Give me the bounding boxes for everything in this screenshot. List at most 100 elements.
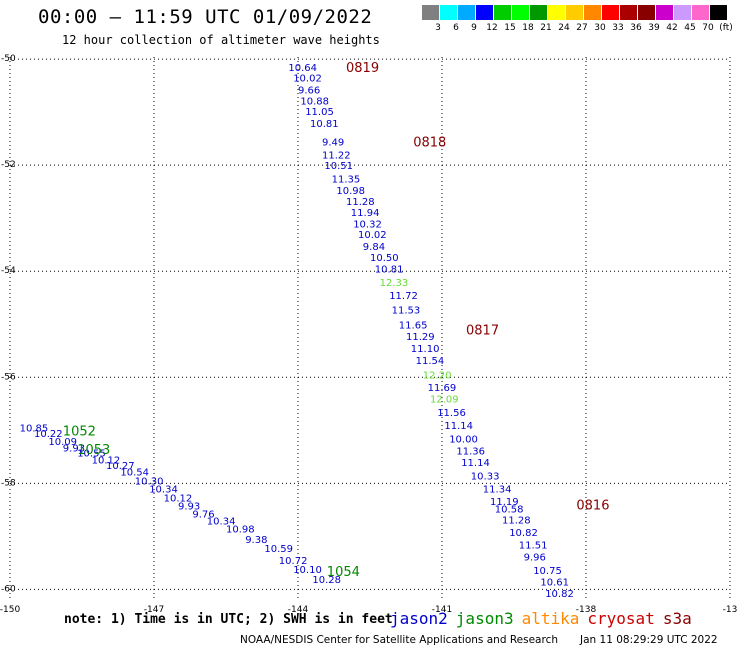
colorbar-label: 30: [594, 23, 606, 33]
colorbar-label: 15: [504, 23, 516, 33]
satellite-legend-item: altika: [521, 609, 580, 628]
track-time-label: 1054: [327, 565, 360, 580]
wave-height-point: 11.69: [428, 383, 457, 394]
axis-tick-labels: -150 -147 -144 -141 -138 -13 -50 -52 -54 -56 -58 -6…: [0, 54, 737, 615]
wave-height-point: 10.58: [495, 504, 524, 515]
wave-height-point: 10.98: [226, 524, 255, 535]
x-tick-label: -147: [144, 605, 164, 615]
colorbar-label: 42: [666, 23, 678, 33]
track-time-label: 0816: [576, 499, 609, 514]
track-time-label: 0818: [413, 135, 446, 150]
wave-height-point: 11.10: [411, 344, 440, 355]
y-tick-label: -52: [1, 160, 16, 170]
colorbar-label: 33: [612, 23, 624, 33]
colorbar-label: 45: [684, 23, 696, 33]
wave-height-point: 9.76: [192, 510, 214, 521]
colorbar-swatch: [602, 5, 619, 20]
wave-height-point: 11.14: [461, 458, 490, 469]
colorbar-swatch: [674, 5, 691, 20]
colorbar-label: 3: [435, 23, 441, 33]
grid-lines: [9, 57, 731, 600]
wave-height-point: 12.33: [380, 278, 409, 289]
satellite-legend-item: cryosat: [587, 609, 655, 628]
wave-height-point: 11.65: [399, 320, 428, 331]
wave-height-point: 11.19: [490, 497, 519, 508]
wave-height-point: 10.85: [20, 424, 49, 435]
wave-height-point: 10.28: [312, 575, 341, 586]
wave-height-point: 11.14: [444, 421, 473, 432]
wave-height-point: 9.49: [322, 137, 344, 148]
colorbar-swatch: [566, 5, 583, 20]
wave-height-point: 9.66: [298, 85, 320, 96]
x-tick-label: -144: [288, 605, 309, 615]
y-tick-label: -56: [1, 372, 16, 382]
wave-height-points: 10.6410.029.6610.8811.0510.819.4911.2210…: [20, 63, 574, 600]
wave-height-point: 10.88: [300, 96, 329, 107]
track-time-label: 0819: [346, 61, 379, 76]
wave-height-point: 10.98: [336, 186, 365, 197]
wave-height-point: 11.72: [389, 291, 418, 302]
wave-height-point: 10.32: [353, 220, 382, 231]
units-note: note: 1) Time is in UTC; 2) SWH is in fe…: [64, 612, 393, 627]
colorbar-label: 6: [453, 23, 459, 33]
wave-height-point: 10.09: [48, 437, 77, 448]
colorbar-swatch: [584, 5, 601, 20]
wave-height-point: 11.28: [502, 515, 531, 526]
wave-height-point: 10.82: [509, 528, 538, 539]
y-tick-label: -54: [1, 266, 16, 276]
colorbar-swatch: [656, 5, 673, 20]
wave-height-point: 10.22: [34, 429, 63, 440]
colorbar-swatch: [422, 5, 439, 20]
colorbar-swatch: [692, 5, 709, 20]
wave-height-point: 12.09: [430, 394, 459, 405]
wave-height-point: 10.34: [207, 516, 236, 527]
colorbar-label: 39: [648, 23, 660, 33]
satellite-legend-item: jason3: [455, 609, 514, 628]
track-time-label: 1052: [63, 424, 96, 439]
wave-height-point: 11.29: [406, 332, 435, 343]
wave-height-point: 11.53: [392, 305, 421, 316]
wave-height-point: 10.72: [279, 556, 308, 567]
wave-height-point: 11.56: [437, 408, 466, 419]
y-tick-label: -58: [1, 478, 16, 488]
track-time-label: 0817: [466, 324, 499, 339]
wave-height-point: 10.12: [164, 494, 193, 505]
colorbar-swatch: [494, 5, 511, 20]
wave-height-point: 11.94: [351, 208, 380, 219]
wave-height-point: 10.34: [149, 485, 178, 496]
x-tick-label: -13: [723, 605, 738, 615]
colorbar-swatch: [638, 5, 655, 20]
wave-height-point: 9.96: [524, 553, 546, 564]
wave-height-point: 11.51: [519, 540, 548, 551]
colorbar-swatch: [458, 5, 475, 20]
chart-subtitle: 12 hour collection of altimeter wave hei…: [62, 33, 380, 47]
colorbar-swatch: [548, 5, 565, 20]
satellite-legend: jason2 jason3 altika cryosat s3a: [390, 609, 700, 628]
wave-height-point: 11.54: [416, 356, 445, 367]
colorbar-label: (ft): [719, 23, 733, 33]
wave-height-point: 10.02: [358, 230, 387, 241]
colorbar-label: 18: [522, 23, 534, 33]
credit-text: NOAA/NESDIS Center for Satellite Applica…: [240, 634, 558, 646]
x-tick-label: -138: [576, 605, 597, 615]
x-tick-label: -150: [0, 605, 20, 615]
timestamp-text: Jan 11 08:29:29 UTC 2022: [580, 634, 718, 646]
wave-height-point: 10.02: [293, 74, 322, 85]
chart-title: 00:00 – 11:59 UTC 01/09/2022: [38, 6, 373, 28]
wave-height-point: 10.61: [540, 577, 569, 588]
wave-height-point: 9.93: [178, 502, 200, 513]
x-tick-label: -141: [432, 605, 452, 615]
colorbar-swatch: [530, 5, 547, 20]
wave-height-point: 11.35: [332, 174, 361, 185]
wave-height-point: 10.54: [120, 468, 149, 479]
wave-height-point: 12.20: [423, 371, 452, 382]
wave-height-point: 10.64: [288, 63, 317, 74]
colorbar-swatch: [440, 5, 457, 20]
wave-height-point: 10.00: [449, 434, 478, 445]
wave-height-point: 10.12: [92, 455, 121, 466]
satellite-legend-item: jason2: [390, 609, 448, 628]
colorbar-label: 9: [471, 23, 477, 33]
wave-height-point: 11.36: [456, 446, 485, 457]
wave-height-point: 9.84: [363, 242, 385, 253]
